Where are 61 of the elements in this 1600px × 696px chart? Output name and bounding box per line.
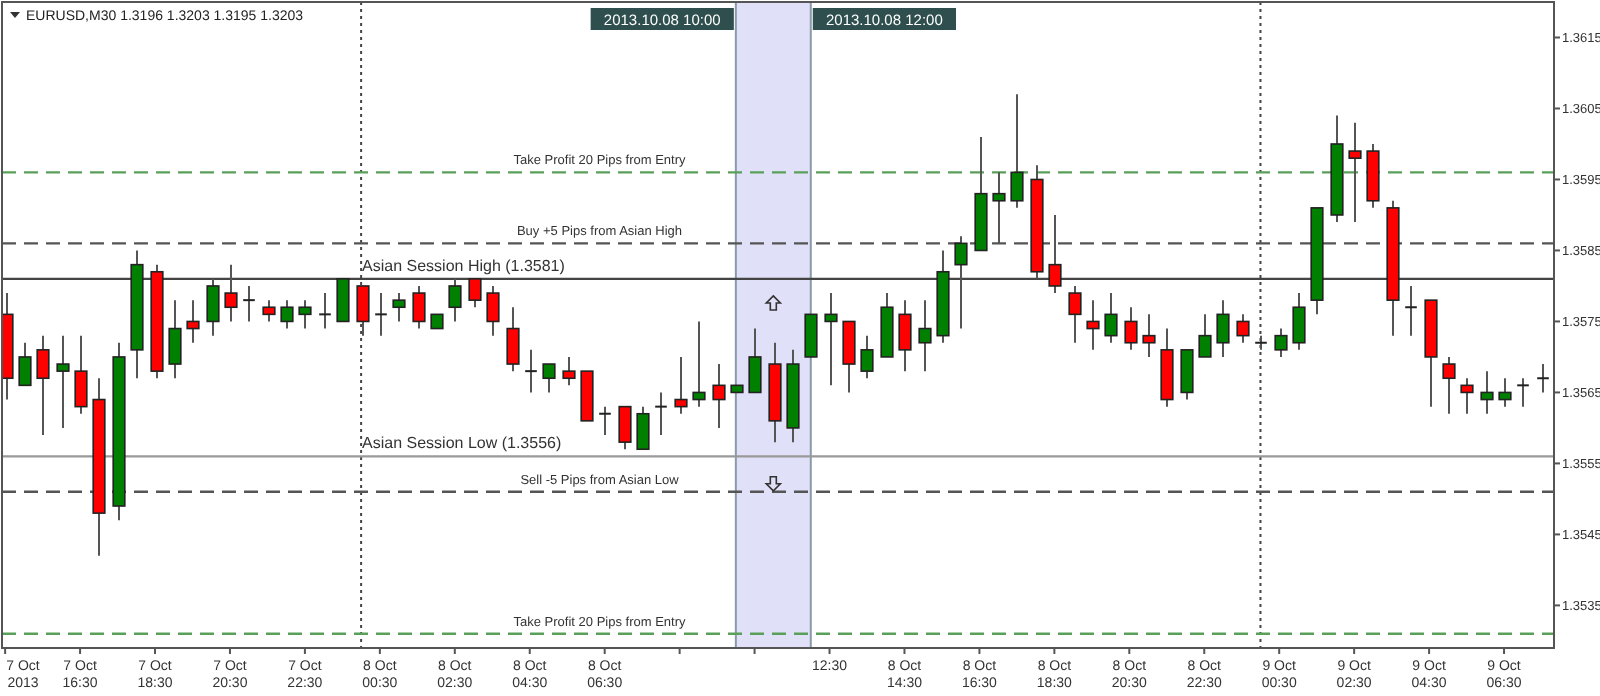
- candlestick: [319, 292, 331, 330]
- candlestick: [168, 299, 182, 380]
- candlestick: [1142, 313, 1156, 358]
- candlestick: [748, 327, 762, 394]
- candlestick: [618, 405, 632, 451]
- candlestick: [1180, 348, 1194, 401]
- candlestick: [224, 263, 238, 323]
- ref-line-label: Asian Session High (1.3581): [362, 256, 566, 275]
- candlestick: [1086, 299, 1100, 351]
- candlestick: [1124, 306, 1138, 351]
- candlestick: [804, 313, 818, 358]
- candlestick: [1216, 299, 1230, 358]
- candlestick: [36, 334, 50, 437]
- candlestick: [356, 284, 370, 337]
- candlestick: [412, 284, 426, 330]
- candlestick: [448, 277, 462, 323]
- candlestick: [506, 306, 520, 373]
- ref-line-label: Asian Session Low (1.3556): [362, 434, 562, 453]
- candlestick: [486, 284, 500, 337]
- candlestick: [298, 299, 312, 330]
- candlestick: [74, 334, 88, 415]
- candlestick: [1198, 313, 1212, 358]
- candlestick: [1442, 355, 1456, 415]
- candlestick: [898, 299, 912, 373]
- candlestick: [1405, 284, 1417, 337]
- candlestick: [918, 299, 932, 373]
- candlestick: [18, 341, 32, 387]
- candlestick: [525, 348, 537, 394]
- candlestick: [262, 299, 276, 323]
- candlestick: [655, 391, 667, 437]
- candlestick: [1010, 93, 1024, 209]
- candlestick: [542, 363, 556, 394]
- candlestick: [1517, 377, 1529, 408]
- candlestick: [375, 292, 387, 337]
- candlestick: [842, 320, 856, 394]
- candlestick: [1068, 284, 1082, 344]
- candlestick: [1537, 363, 1549, 394]
- candlestick: [1460, 377, 1474, 415]
- candlestick: [674, 355, 688, 415]
- candlestick: [712, 363, 726, 429]
- candlestick: [392, 292, 406, 323]
- candlestick: [636, 405, 650, 451]
- candlestick: [1498, 377, 1512, 408]
- candlestick: [1348, 121, 1362, 224]
- candlestick: [562, 355, 576, 387]
- candlestick: [692, 320, 706, 408]
- candlestick: [1292, 292, 1306, 351]
- candlestick: [860, 334, 874, 380]
- candlestick: [824, 292, 838, 387]
- candlestick: [1236, 313, 1250, 344]
- candlestick: [206, 277, 220, 337]
- candlestick: [186, 299, 200, 344]
- candlestick: [1104, 292, 1118, 344]
- candlestick: [1274, 327, 1288, 358]
- candlestick: [1480, 370, 1494, 415]
- candlestick: [336, 278, 350, 323]
- candlestick: [243, 284, 255, 323]
- candlestick: [468, 277, 482, 309]
- candlestick: [280, 299, 294, 330]
- candlestick: [599, 405, 611, 437]
- candlestick: [56, 334, 70, 429]
